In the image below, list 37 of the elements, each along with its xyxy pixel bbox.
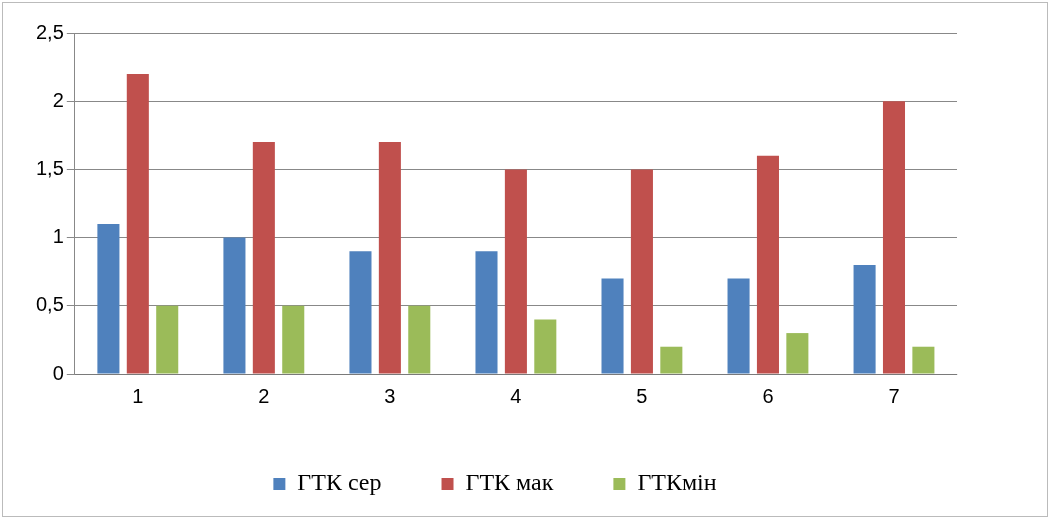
bar <box>282 305 305 374</box>
bar <box>97 223 120 374</box>
bar <box>349 251 372 374</box>
bar <box>156 305 179 374</box>
bar <box>630 169 653 374</box>
bar <box>475 251 498 374</box>
bar <box>126 73 149 374</box>
x-tick-label: 3 <box>384 384 396 407</box>
y-tick-label: 0,5 <box>35 293 64 316</box>
y-tick-label: 2 <box>52 88 64 111</box>
x-tick-label: 5 <box>636 384 648 407</box>
legend-label: ГТК сер <box>297 469 382 496</box>
bar <box>601 278 624 374</box>
bar <box>534 319 557 374</box>
y-tick-label: 2,5 <box>35 20 64 43</box>
y-tick-label: 1,5 <box>35 156 64 179</box>
bar <box>378 142 401 374</box>
bar <box>756 155 779 374</box>
bar <box>727 278 750 374</box>
bar <box>882 101 906 374</box>
legend-label: ГТК мак <box>465 469 554 496</box>
bar <box>786 333 809 374</box>
x-tick-label: 7 <box>888 384 900 407</box>
x-tick-label: 1 <box>132 384 144 407</box>
y-tick-label: 1 <box>52 225 64 248</box>
bar <box>504 169 527 374</box>
x-tick-label: 6 <box>762 384 774 407</box>
bar <box>853 264 876 374</box>
bar <box>660 346 683 374</box>
x-tick-label: 4 <box>510 384 522 407</box>
bar <box>252 142 275 374</box>
legend-label: ГТКмін <box>637 469 717 496</box>
y-tick-label: 0 <box>52 361 64 384</box>
bar <box>223 237 246 374</box>
bar <box>408 305 431 374</box>
x-tick-label: 2 <box>258 384 270 407</box>
bar <box>912 346 935 374</box>
